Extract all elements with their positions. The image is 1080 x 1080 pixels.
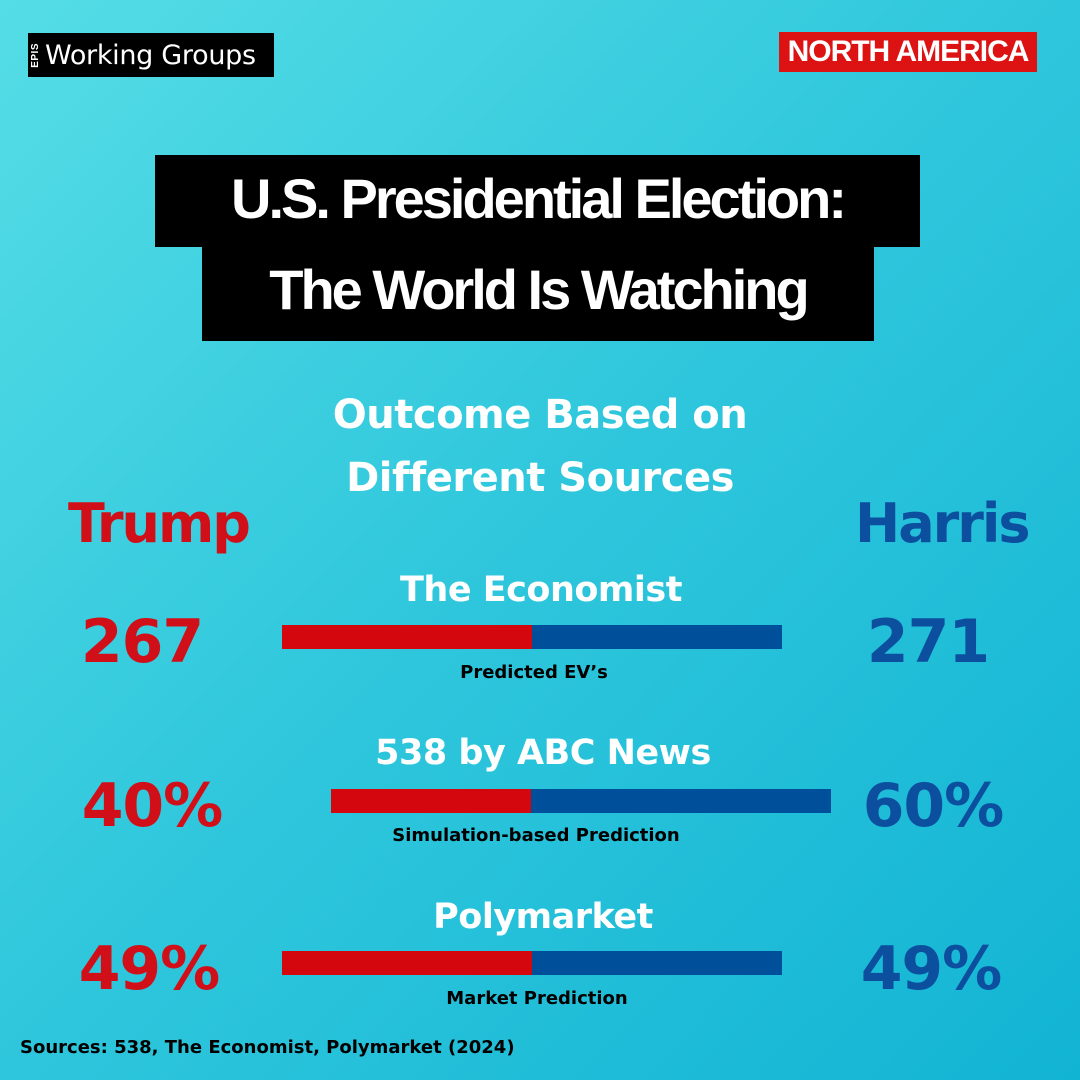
- row-538-measure: Simulation-based Prediction: [392, 825, 680, 846]
- row-economist-trump-value: 267: [80, 607, 204, 677]
- sources-footnote: Sources: 538, The Economist, Polymarket …: [20, 1037, 515, 1058]
- row-economist-source: The Economist: [400, 570, 682, 610]
- row-538-source: 538 by ABC News: [375, 733, 711, 773]
- row-538-harris-value: 60%: [862, 771, 1005, 841]
- brand-name: Working Groups: [45, 39, 256, 71]
- brand-logo: EPIS Working Groups: [28, 33, 274, 77]
- row-538-trump-segment: [331, 789, 531, 813]
- brand-prefix: EPIS: [30, 42, 41, 68]
- row-polymarket-measure: Market Prediction: [446, 988, 628, 1009]
- row-polymarket-source: Polymarket: [433, 897, 653, 937]
- row-economist-measure: Predicted EV’s: [460, 662, 608, 683]
- chart-subtitle-line-1: Outcome Based on: [332, 392, 748, 438]
- row-538-bar: [331, 789, 831, 813]
- row-538-trump-value: 40%: [81, 771, 224, 841]
- candidate-trump-label: Trump: [68, 492, 251, 555]
- candidate-harris-label: Harris: [855, 492, 1031, 555]
- row-polymarket-harris-segment: [532, 951, 782, 975]
- headline-line-1: U.S. Presidential Election:: [155, 155, 920, 247]
- region-badge: NORTH AMERICA: [779, 32, 1037, 72]
- row-polymarket-trump-segment: [282, 951, 532, 975]
- chart-subtitle-line-2: Different Sources: [346, 455, 734, 501]
- row-economist-trump-segment: [282, 625, 532, 649]
- row-economist-bar: [282, 625, 782, 649]
- row-economist-harris-value: 271: [866, 607, 990, 677]
- row-polymarket-bar: [282, 951, 782, 975]
- row-polymarket-trump-value: 49%: [78, 934, 221, 1004]
- row-polymarket-harris-value: 49%: [860, 934, 1003, 1004]
- row-economist-harris-segment: [532, 625, 782, 649]
- headline-line-2: The World Is Watching: [202, 244, 874, 341]
- row-538-harris-segment: [531, 789, 831, 813]
